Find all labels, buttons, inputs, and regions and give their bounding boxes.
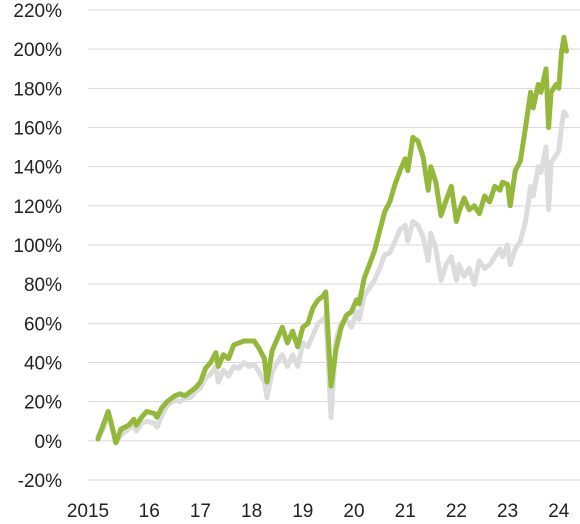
y-tick-label: 20% (24, 393, 62, 414)
y-tick-label: 140% (13, 158, 62, 179)
y-tick-label: 220% (13, 1, 62, 22)
x-tick-label: 20 (343, 501, 364, 522)
y-axis-tick-labels: -20% 0% 20% 40% 60% 80% 100% 120% 140% 160% 180% 20… (13, 1, 62, 492)
x-tick-label: 22 (446, 501, 467, 522)
series-line-1 (95, 109, 569, 446)
series-line-2 (95, 34, 569, 446)
y-tick-label: -20% (18, 471, 62, 492)
x-tick-label: 21 (395, 501, 416, 522)
y-tick-label: 160% (13, 119, 62, 140)
x-tick-label: 19 (292, 501, 313, 522)
y-tick-label: 60% (24, 314, 62, 335)
y-tick-label: 0% (35, 432, 63, 453)
y-tick-label: 80% (24, 275, 62, 296)
y-tick-label: 120% (13, 197, 62, 218)
y-tick-label: 100% (13, 236, 62, 257)
x-tick-label: 18 (241, 501, 262, 522)
x-tick-label: 17 (190, 501, 211, 522)
y-tick-label: 180% (13, 79, 62, 100)
x-tick-label: 16 (139, 501, 160, 522)
x-tick-label: 2015 (67, 501, 109, 522)
series-lines (95, 34, 569, 446)
x-tick-label: 24 (548, 501, 570, 522)
x-axis-tick-labels: 2015 16 17 18 19 20 21 22 23 24 (67, 501, 570, 522)
x-tick-label: 23 (497, 501, 518, 522)
y-tick-label: 200% (13, 40, 62, 61)
y-tick-label: 40% (24, 354, 62, 375)
